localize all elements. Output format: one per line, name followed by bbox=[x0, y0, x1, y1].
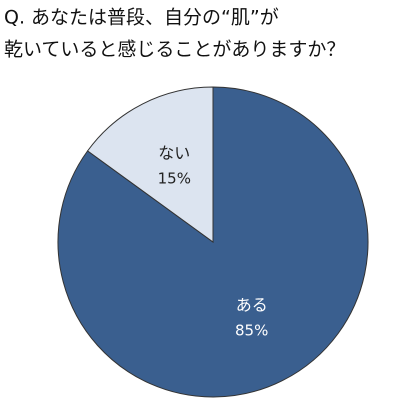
slice-label: ある bbox=[236, 295, 268, 314]
chart-title-line: 乾いていると感じることがありますか？ bbox=[4, 39, 345, 61]
slice-value-label: 15% bbox=[158, 170, 191, 188]
chart-title-line: Q. あなたは普段、自分の“肌”が bbox=[4, 7, 279, 29]
pie-slice bbox=[86, 86, 214, 243]
slice-value-label: 85% bbox=[235, 321, 268, 339]
slice-label: ない bbox=[158, 144, 190, 163]
